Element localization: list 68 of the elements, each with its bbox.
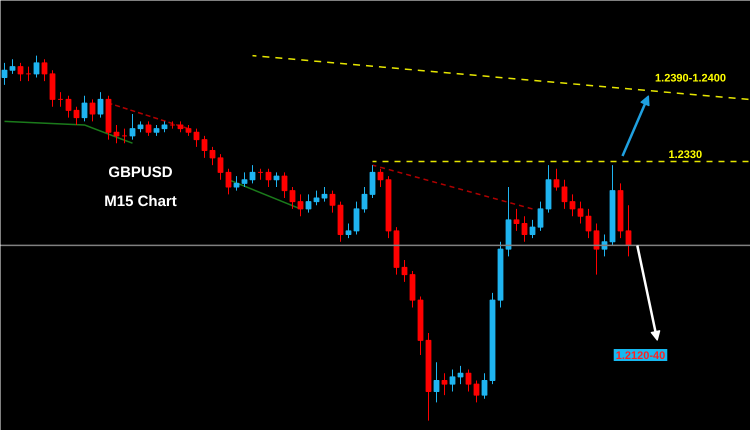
annotation: GBPUSD <box>108 164 173 181</box>
candlestick <box>402 260 408 282</box>
candlestick <box>562 179 568 210</box>
candlestick <box>458 365 464 385</box>
candlestick <box>10 58 16 74</box>
candlestick <box>442 372 448 396</box>
candlestick <box>258 168 264 180</box>
candlestick <box>314 190 320 206</box>
candlestick <box>218 154 224 180</box>
annotation: M15 Chart <box>104 193 177 210</box>
candlestick <box>154 124 160 136</box>
candlestick <box>474 380 480 403</box>
candlestick <box>378 168 384 188</box>
candlestick <box>210 146 216 166</box>
candlestick <box>370 164 376 198</box>
candlestick <box>578 201 584 224</box>
candlestick <box>58 92 64 108</box>
candlestick <box>74 106 80 126</box>
candlestick <box>194 128 200 148</box>
annotation: 1.2390-1.2400 <box>655 72 726 85</box>
candlestick <box>202 135 208 158</box>
candlestick <box>138 120 144 133</box>
candlestick <box>522 216 528 242</box>
candlestick <box>186 124 192 136</box>
candlestick <box>330 190 336 214</box>
candlestick <box>82 95 88 122</box>
candlestick <box>234 176 240 192</box>
candlestick <box>242 172 248 188</box>
candlestick <box>250 164 256 184</box>
candlestick <box>90 98 96 122</box>
candlestick <box>282 172 288 198</box>
candlestick <box>42 58 48 82</box>
candlestick <box>466 369 472 392</box>
annotation: 1.2120-40 <box>616 350 666 362</box>
candlestick <box>514 208 520 232</box>
annotation: 1.2330 <box>668 149 702 162</box>
candlestick <box>354 201 360 235</box>
candlestick <box>66 95 72 118</box>
candlestick <box>98 92 104 118</box>
candlestick <box>538 201 544 232</box>
candlestick <box>266 168 272 188</box>
candlestick <box>306 194 312 214</box>
candlestick <box>122 128 128 144</box>
candlestick <box>290 186 296 210</box>
candlestick <box>362 186 368 214</box>
candlestick <box>114 124 120 144</box>
candlestick <box>626 204 632 257</box>
candlestick <box>530 219 536 239</box>
candlestick <box>450 369 456 392</box>
candlestick <box>178 120 184 133</box>
candlestick <box>322 186 328 202</box>
candlestick <box>34 55 40 78</box>
candlestick <box>146 120 152 136</box>
candlestick <box>130 114 136 140</box>
candlestick <box>226 168 232 195</box>
candlestick <box>434 362 440 403</box>
candlestick <box>346 223 352 239</box>
candlestick <box>274 172 280 188</box>
candlestick <box>594 223 600 276</box>
candlestick <box>298 194 304 217</box>
candlestick <box>482 372 488 400</box>
candlestick <box>18 62 24 82</box>
candlestick <box>570 194 576 217</box>
candlestick <box>2 62 8 86</box>
candlestick <box>586 208 592 239</box>
candlestick <box>554 168 560 192</box>
candlestick <box>162 120 168 133</box>
candlestick <box>26 66 32 82</box>
